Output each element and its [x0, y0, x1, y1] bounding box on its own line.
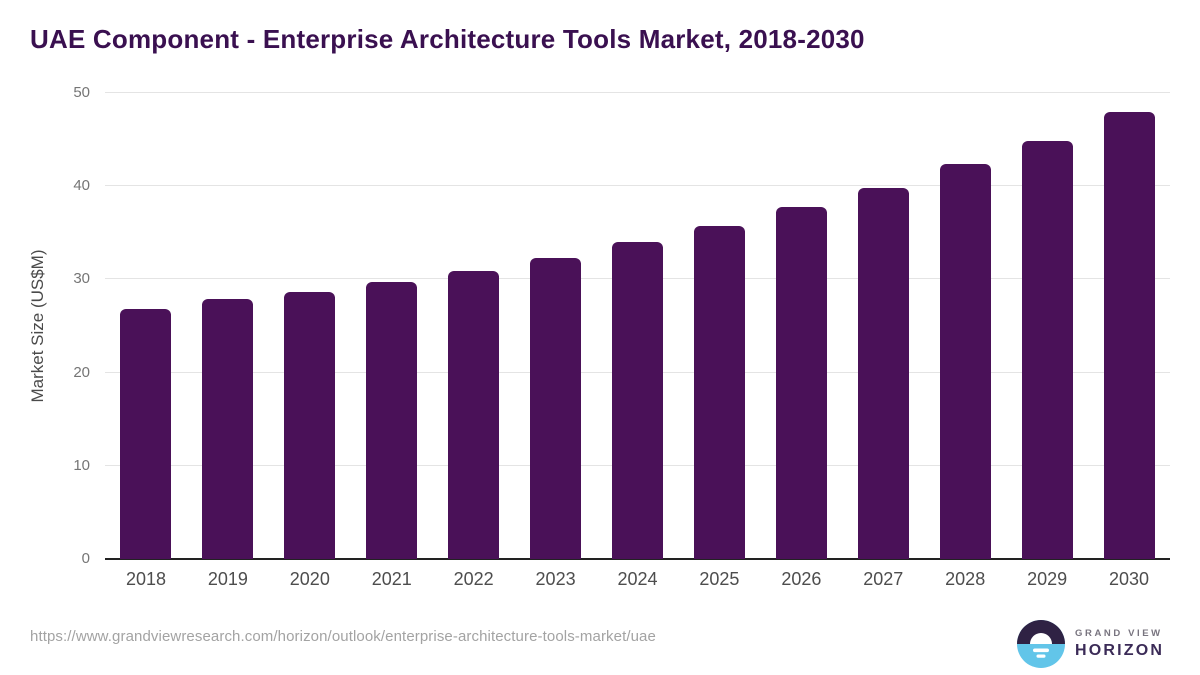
horizon-sun-icon [1017, 620, 1065, 668]
gridline-50 [105, 92, 1170, 93]
source-url: https://www.grandviewresearch.com/horizo… [30, 628, 656, 645]
bar-2021 [366, 282, 418, 559]
y-tick-label-0: 0 [81, 550, 90, 567]
x-tick-label-2021: 2021 [371, 569, 412, 589]
x-tick-label-2025: 2025 [699, 569, 740, 589]
bar-2026 [775, 206, 827, 559]
chart-title: UAE Component - Enterprise Architecture … [30, 24, 865, 54]
brand-logo-text: GRAND VIEW HORIZON [1075, 628, 1164, 660]
bar-2025 [693, 226, 745, 559]
y-tick-label-50: 50 [73, 84, 90, 101]
y-tick-label-30: 30 [73, 270, 90, 288]
y-tick-label-40: 40 [73, 177, 90, 195]
x-tick-label-2023: 2023 [535, 569, 576, 589]
gridline-40 [105, 185, 1170, 187]
logo-grand-view-label: GRAND VIEW [1075, 628, 1163, 639]
bar-2018 [120, 309, 172, 559]
x-axis-line [105, 558, 1170, 560]
x-tick-label-2027: 2027 [863, 569, 904, 589]
bar-2027 [857, 188, 909, 559]
x-tick-label-2026: 2026 [781, 569, 822, 589]
y-tick-label-20: 20 [73, 363, 90, 381]
bar-2023 [530, 257, 582, 559]
x-tick-label-2028: 2028 [945, 569, 986, 589]
bar-2029 [1021, 140, 1073, 559]
x-tick-label-2020: 2020 [289, 569, 330, 589]
bar-2019 [202, 298, 254, 559]
logo-horizon-label: HORIZON [1075, 642, 1165, 659]
bar-2024 [612, 242, 663, 559]
bar-2022 [448, 271, 500, 559]
x-tick-label-2022: 2022 [453, 569, 494, 589]
brand-logo: GRAND VIEW HORIZON [1017, 620, 1164, 668]
x-tick-label-2019: 2019 [207, 569, 248, 589]
x-tick-label-2029: 2029 [1027, 569, 1068, 589]
x-tick-label-2024: 2024 [617, 569, 658, 589]
bar-2028 [939, 163, 991, 559]
bar-2020 [284, 292, 336, 559]
x-tick-label-2018: 2018 [125, 569, 166, 589]
plot-area [105, 92, 1170, 560]
y-tick-label-10: 10 [73, 456, 90, 474]
bar-2030 [1103, 111, 1155, 559]
x-tick-label-2030: 2030 [1109, 569, 1150, 589]
